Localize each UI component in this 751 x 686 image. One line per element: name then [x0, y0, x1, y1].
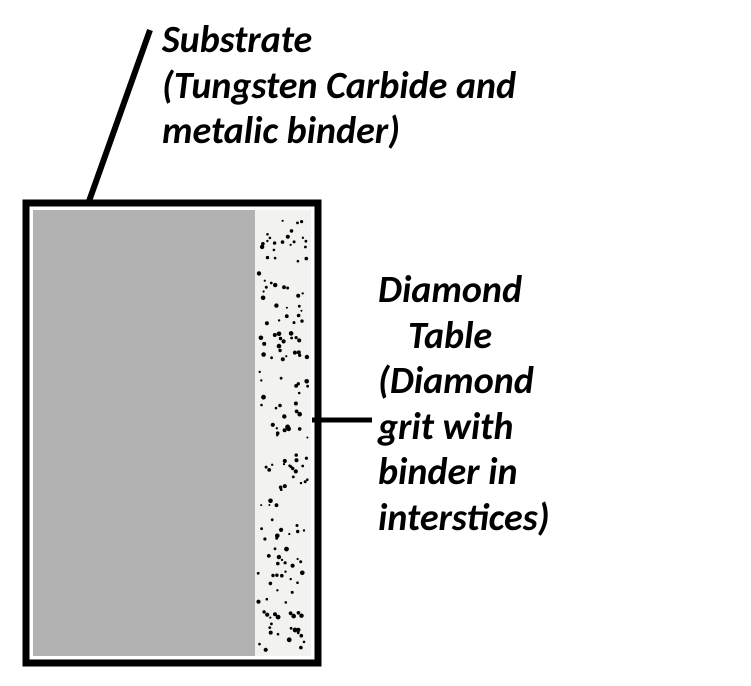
diagram-container: Substrate (Tungsten Carbide and metalic …: [0, 0, 751, 686]
substrate-label: Substrate (Tungsten Carbide and metalic …: [162, 18, 516, 155]
substrate-region: [33, 210, 255, 656]
substrate-leader-line: [88, 30, 150, 204]
diamond-label-line5: binder in: [378, 450, 550, 496]
diamond-label-line2: Table: [378, 314, 550, 360]
substrate-label-line2: (Tungsten Carbide and: [162, 64, 516, 110]
diamond-table-region: [255, 210, 311, 656]
substrate-label-line3: metalic binder): [162, 109, 516, 155]
diamond-table-label: Diamond Table (Diamond grit with binder …: [378, 268, 550, 542]
diamond-label-line3: (Diamond: [378, 359, 550, 405]
substrate-label-line1: Substrate: [162, 18, 516, 64]
diamond-label-line4: grit with: [378, 405, 550, 451]
diamond-label-line6: interstices): [378, 496, 550, 542]
diamond-label-line1: Diamond: [378, 268, 550, 314]
